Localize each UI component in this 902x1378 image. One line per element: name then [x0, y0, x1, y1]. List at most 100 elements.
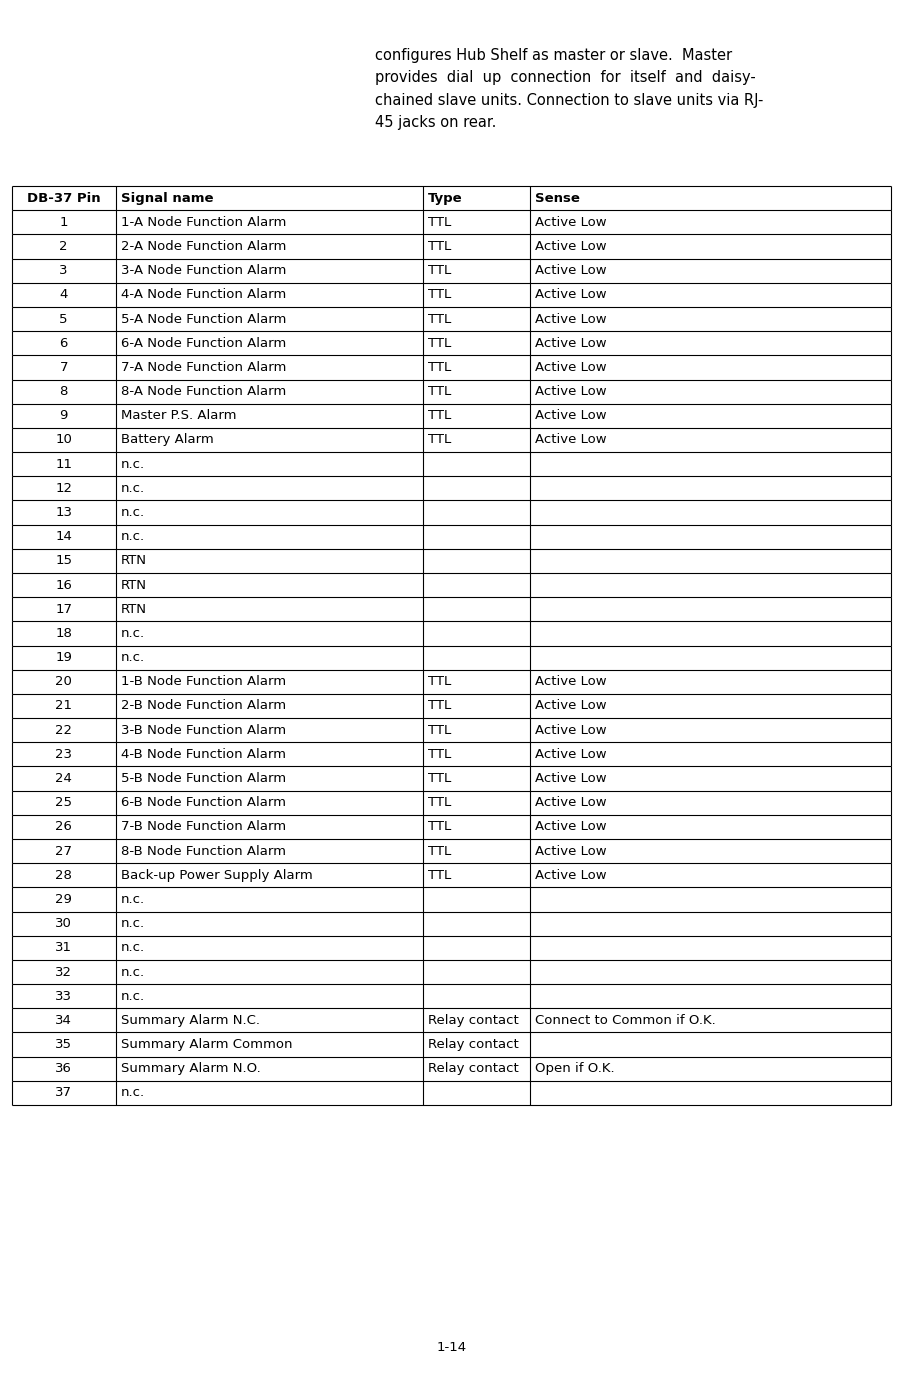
Text: Active Low: Active Low	[535, 820, 606, 834]
Text: 14: 14	[55, 531, 72, 543]
Text: 12: 12	[55, 482, 72, 495]
Text: Summary Alarm N.C.: Summary Alarm N.C.	[121, 1014, 260, 1027]
Text: 19: 19	[55, 652, 72, 664]
Text: 27: 27	[55, 845, 72, 857]
Text: n.c.: n.c.	[121, 627, 145, 639]
Text: 6-A Node Function Alarm: 6-A Node Function Alarm	[121, 336, 286, 350]
Text: TTL: TTL	[428, 748, 451, 761]
Text: RTN: RTN	[121, 579, 147, 591]
Text: 33: 33	[55, 989, 72, 1003]
Text: 9: 9	[60, 409, 68, 422]
Text: Active Low: Active Low	[535, 240, 606, 254]
Text: n.c.: n.c.	[121, 893, 145, 905]
Text: 8-A Node Function Alarm: 8-A Node Function Alarm	[121, 384, 286, 398]
Text: 2-B Node Function Alarm: 2-B Node Function Alarm	[121, 700, 286, 712]
Text: 24: 24	[55, 772, 72, 785]
Text: TTL: TTL	[428, 288, 451, 302]
Text: TTL: TTL	[428, 384, 451, 398]
Text: 8-B Node Function Alarm: 8-B Node Function Alarm	[121, 845, 286, 857]
Text: 7: 7	[60, 361, 68, 373]
Text: Active Low: Active Low	[535, 796, 606, 809]
Text: 4-A Node Function Alarm: 4-A Node Function Alarm	[121, 288, 286, 302]
Text: TTL: TTL	[428, 820, 451, 834]
Text: 2-A Node Function Alarm: 2-A Node Function Alarm	[121, 240, 286, 254]
Text: 18: 18	[55, 627, 72, 639]
Text: 3: 3	[60, 265, 68, 277]
Text: Active Low: Active Low	[535, 868, 606, 882]
Text: 1: 1	[60, 216, 68, 229]
Text: 8: 8	[60, 384, 68, 398]
Text: 3-A Node Function Alarm: 3-A Node Function Alarm	[121, 265, 286, 277]
Text: 7-B Node Function Alarm: 7-B Node Function Alarm	[121, 820, 286, 834]
Text: 16: 16	[55, 579, 72, 591]
Text: Summary Alarm Common: Summary Alarm Common	[121, 1038, 292, 1051]
Text: 7-A Node Function Alarm: 7-A Node Function Alarm	[121, 361, 286, 373]
Text: n.c.: n.c.	[121, 989, 145, 1003]
Text: 6: 6	[60, 336, 68, 350]
Text: n.c.: n.c.	[121, 966, 145, 978]
Text: Active Low: Active Low	[535, 336, 606, 350]
Text: 6-B Node Function Alarm: 6-B Node Function Alarm	[121, 796, 286, 809]
Text: 1-B Node Function Alarm: 1-B Node Function Alarm	[121, 675, 286, 688]
Text: 26: 26	[55, 820, 72, 834]
Text: 11: 11	[55, 457, 72, 471]
Text: RTN: RTN	[121, 554, 147, 568]
Text: Active Low: Active Low	[535, 288, 606, 302]
Text: TTL: TTL	[428, 772, 451, 785]
Text: 25: 25	[55, 796, 72, 809]
Text: 2: 2	[60, 240, 68, 254]
Text: DB-37 Pin: DB-37 Pin	[27, 192, 100, 204]
Text: Back-up Power Supply Alarm: Back-up Power Supply Alarm	[121, 868, 312, 882]
Text: 5: 5	[60, 313, 68, 325]
Text: TTL: TTL	[428, 434, 451, 446]
Text: n.c.: n.c.	[121, 506, 145, 520]
Text: 34: 34	[55, 1014, 72, 1027]
Text: TTL: TTL	[428, 845, 451, 857]
Text: 3-B Node Function Alarm: 3-B Node Function Alarm	[121, 723, 286, 737]
Text: 28: 28	[55, 868, 72, 882]
Text: 36: 36	[55, 1062, 72, 1075]
Text: 15: 15	[55, 554, 72, 568]
Text: Active Low: Active Low	[535, 675, 606, 688]
Text: n.c.: n.c.	[121, 1086, 145, 1100]
Text: 5-A Node Function Alarm: 5-A Node Function Alarm	[121, 313, 286, 325]
Text: n.c.: n.c.	[121, 941, 145, 955]
Text: 13: 13	[55, 506, 72, 520]
Text: Type: Type	[428, 192, 462, 204]
Text: TTL: TTL	[428, 675, 451, 688]
Text: Active Low: Active Low	[535, 723, 606, 737]
Text: Master P.S. Alarm: Master P.S. Alarm	[121, 409, 236, 422]
Text: Active Low: Active Low	[535, 845, 606, 857]
Text: 20: 20	[55, 675, 72, 688]
Text: 35: 35	[55, 1038, 72, 1051]
Text: configures Hub Shelf as master or slave.  Master
provides  dial  up  connection : configures Hub Shelf as master or slave.…	[374, 48, 762, 130]
Text: 32: 32	[55, 966, 72, 978]
Text: Active Low: Active Low	[535, 772, 606, 785]
Text: 23: 23	[55, 748, 72, 761]
Text: Active Low: Active Low	[535, 409, 606, 422]
Text: n.c.: n.c.	[121, 457, 145, 471]
Text: Relay contact: Relay contact	[428, 1062, 518, 1075]
Text: TTL: TTL	[428, 313, 451, 325]
Text: 30: 30	[55, 918, 72, 930]
Text: n.c.: n.c.	[121, 652, 145, 664]
Text: Active Low: Active Low	[535, 748, 606, 761]
Text: 22: 22	[55, 723, 72, 737]
Text: RTN: RTN	[121, 602, 147, 616]
Text: Connect to Common if O.K.: Connect to Common if O.K.	[535, 1014, 715, 1027]
Text: Summary Alarm N.O.: Summary Alarm N.O.	[121, 1062, 261, 1075]
Text: TTL: TTL	[428, 868, 451, 882]
Text: Open if O.K.: Open if O.K.	[535, 1062, 614, 1075]
Text: 1-A Node Function Alarm: 1-A Node Function Alarm	[121, 216, 286, 229]
Text: 4-B Node Function Alarm: 4-B Node Function Alarm	[121, 748, 286, 761]
Text: n.c.: n.c.	[121, 918, 145, 930]
Text: Active Low: Active Low	[535, 216, 606, 229]
Text: 1-14: 1-14	[436, 1341, 466, 1355]
Text: Sense: Sense	[535, 192, 580, 204]
Text: Active Low: Active Low	[535, 361, 606, 373]
Text: TTL: TTL	[428, 240, 451, 254]
Text: Relay contact: Relay contact	[428, 1014, 518, 1027]
Text: 37: 37	[55, 1086, 72, 1100]
Text: 4: 4	[60, 288, 68, 302]
Text: 29: 29	[55, 893, 72, 905]
